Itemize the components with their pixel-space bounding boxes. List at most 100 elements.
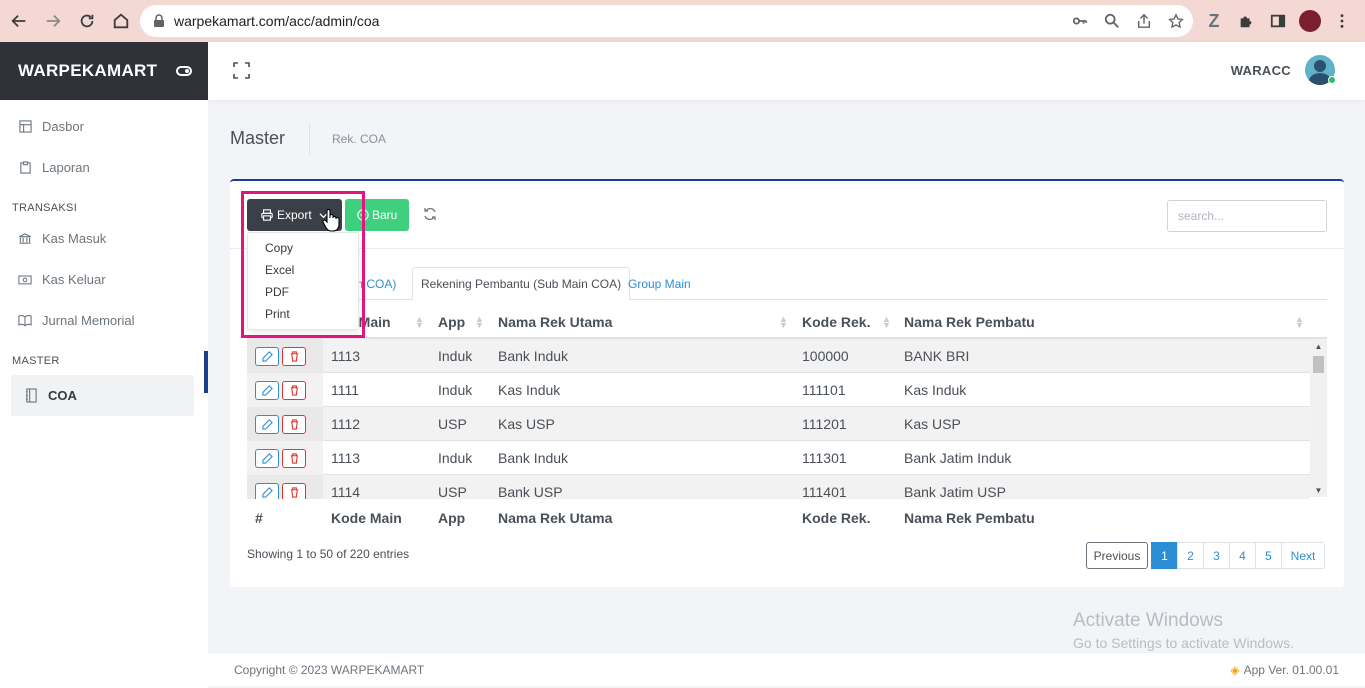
tab-sub-main-coa[interactable]: Rekening Pembantu (Sub Main COA) <box>412 267 631 300</box>
search-input[interactable] <box>1167 200 1327 232</box>
cell-app: USP <box>438 484 467 499</box>
sidebar-item-label: Laporan <box>42 160 90 175</box>
forward-icon[interactable] <box>38 6 68 36</box>
profile-avatar[interactable] <box>1299 10 1321 32</box>
copyright-text: Copyright © 2023 WARPEKAMART <box>234 663 425 677</box>
page-title: Master <box>230 128 286 148</box>
active-indicator <box>204 351 208 393</box>
pagination: Previous 1 2 3 4 5 Next <box>1086 542 1325 569</box>
sidebar-item-kas-masuk[interactable]: Kas Masuk <box>0 218 208 259</box>
cell-app: Induk <box>438 450 473 466</box>
cell-nama-rek-pembatu: Kas USP <box>904 416 961 432</box>
edit-button[interactable] <box>255 415 279 434</box>
page-4-button[interactable]: 4 <box>1229 542 1256 569</box>
previous-button[interactable]: Previous <box>1086 542 1148 569</box>
annotation-highlight-box <box>241 191 365 338</box>
windows-activation-title: Activate Windows <box>1073 610 1223 631</box>
cell-app: Induk <box>438 348 473 364</box>
edit-button[interactable] <box>255 347 279 366</box>
grid-icon <box>18 120 32 134</box>
scroll-thumb[interactable] <box>1313 356 1324 373</box>
sort-icon: ▲ ▼ <box>475 314 484 330</box>
z-extension-icon[interactable]: Z <box>1208 10 1220 31</box>
edit-button[interactable] <box>255 483 279 499</box>
cell-nama-rek-utama: Kas Induk <box>498 382 561 398</box>
back-icon[interactable] <box>4 6 34 36</box>
page-1-button[interactable]: 1 <box>1151 542 1178 569</box>
puzzle-extensions-icon[interactable] <box>1235 10 1257 32</box>
kebab-menu-icon[interactable] <box>1331 10 1353 32</box>
sidebar-item-label: Kas Keluar <box>42 272 106 287</box>
table-row: 1112 USP Kas USP 111201 Kas USP <box>247 407 1310 441</box>
key-icon[interactable] <box>1071 12 1089 30</box>
export-excel[interactable]: Excel <box>265 263 295 277</box>
page-5-button[interactable]: 5 <box>1255 542 1282 569</box>
sidebar-item-label: COA <box>48 388 77 403</box>
export-print[interactable]: Print <box>265 307 290 321</box>
sidebar-item-label: Dasbor <box>42 119 84 134</box>
sidebar-item-coa[interactable]: COA <box>11 375 194 416</box>
export-pdf[interactable]: PDF <box>265 285 289 299</box>
delete-button[interactable] <box>282 415 306 434</box>
cell-nama-rek-utama: Kas USP <box>498 416 555 432</box>
delete-button[interactable] <box>282 381 306 400</box>
sidebar-item-laporan[interactable]: Laporan <box>0 147 208 188</box>
user-name[interactable]: WARACC <box>1230 63 1291 78</box>
tab-main-coa[interactable]: ain COA) <box>347 267 396 300</box>
page-3-button[interactable]: 3 <box>1203 542 1230 569</box>
table-scrollbar[interactable]: ▲ ▼ <box>1310 339 1327 497</box>
tf-nama-rek-utama: Nama Rek Utama <box>498 510 613 526</box>
lock-icon <box>154 14 164 27</box>
trash-icon <box>290 487 298 498</box>
th-app[interactable]: App <box>438 314 466 330</box>
cell-kode-rek: 100000 <box>802 348 849 364</box>
delete-button[interactable] <box>282 449 306 468</box>
home-icon[interactable] <box>106 6 136 36</box>
table-row: 1114 USP Bank USP 111401 Bank Jatim USP <box>247 475 1310 499</box>
star-icon[interactable] <box>1167 12 1185 30</box>
address-bar[interactable]: warpekamart.com/acc/admin/coa <box>140 5 1193 37</box>
scroll-up-icon[interactable]: ▲ <box>1314 341 1323 351</box>
export-copy[interactable]: Copy <box>265 241 294 255</box>
page-2-button[interactable]: 2 <box>1177 542 1204 569</box>
th-nama-rek-utama[interactable]: Nama Rek Utama <box>498 314 613 330</box>
tab-label: ain COA) <box>347 276 397 291</box>
edit-button[interactable] <box>255 449 279 468</box>
breadcrumb-item[interactable]: Rek. COA <box>332 132 387 146</box>
share-icon[interactable] <box>1135 12 1153 30</box>
table-row: 1111 Induk Kas Induk 111101 Kas Induk <box>247 373 1310 407</box>
delete-button[interactable] <box>282 347 306 366</box>
delete-button[interactable] <box>282 483 306 499</box>
export-dropdown: Copy Excel PDF Print <box>247 232 359 330</box>
tab-group-main[interactable]: Group Main <box>620 267 699 300</box>
cell-kode-rek: 111201 <box>802 416 847 432</box>
scroll-down-icon[interactable]: ▼ <box>1314 485 1323 495</box>
chevron-down-icon <box>319 212 328 218</box>
th-kode-rek[interactable]: Kode Rek. <box>802 314 871 330</box>
th-nama-rek-pembatu[interactable]: Nama Rek Pembatu <box>904 314 1035 330</box>
trash-icon <box>290 419 298 430</box>
zoom-icon[interactable] <box>1103 12 1121 30</box>
section-transaksi: TRANSAKSI <box>12 202 78 214</box>
book-icon <box>18 314 32 328</box>
sidebar-item-jurnal-memorial[interactable]: Jurnal Memorial <box>0 300 208 341</box>
trash-icon <box>290 453 298 464</box>
edit-button[interactable] <box>255 381 279 400</box>
trash-icon <box>290 351 298 362</box>
sort-icon: ▲ ▼ <box>882 314 891 330</box>
clipboard-icon <box>18 161 32 175</box>
refresh-icon[interactable] <box>423 207 437 221</box>
sidebar-toggle-icon[interactable] <box>176 66 192 76</box>
app-version: ◈ App Ver. 01.00.01 <box>1230 663 1339 677</box>
sidebar-item-kas-keluar[interactable]: Kas Keluar <box>0 259 208 300</box>
sidebar-item-dasbor[interactable]: Dasbor <box>0 106 208 147</box>
cell-nama-rek-pembatu: BANK BRI <box>904 348 970 364</box>
entries-info: Showing 1 to 50 of 220 entries <box>247 547 410 561</box>
fullscreen-icon[interactable] <box>233 62 250 79</box>
next-button[interactable]: Next <box>1281 542 1325 569</box>
sidepanel-icon[interactable] <box>1267 10 1289 32</box>
table-row: 1113 Induk Bank Induk 111301 Bank Jatim … <box>247 441 1310 475</box>
reload-icon[interactable] <box>72 6 102 36</box>
coa-card: Export Baru ain COA) Rekening Pembantu (… <box>230 179 1344 587</box>
topbar: WARACC <box>208 42 1365 100</box>
